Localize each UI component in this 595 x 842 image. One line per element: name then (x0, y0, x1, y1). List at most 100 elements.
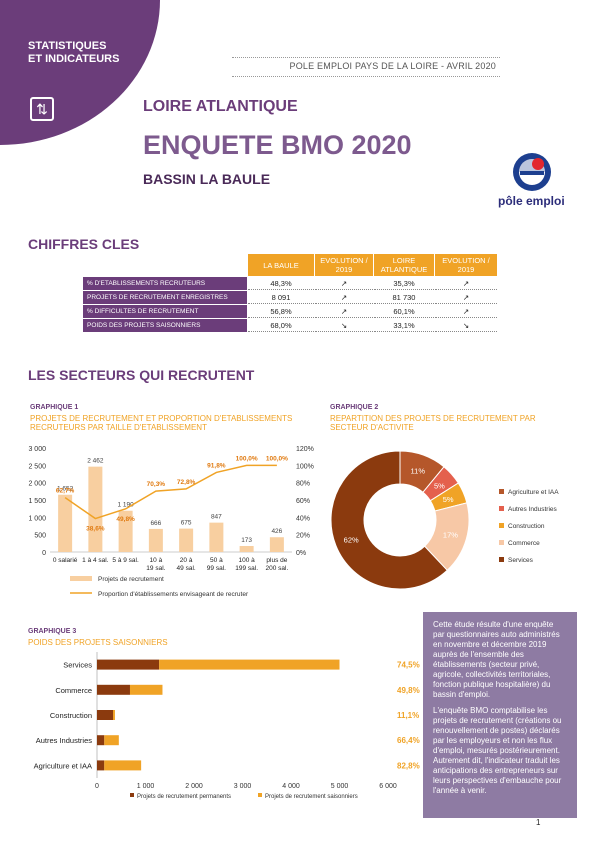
bar-seasonal (129, 684, 163, 695)
source-line: POLE EMPLOI PAYS DE LA LOIRE - AVRIL 202… (289, 61, 496, 71)
y2-tick-label: 0% (296, 550, 306, 557)
graph2-chart: 11% 5% 5% 17% 62% Agriculture et IAA Autres In… (330, 450, 559, 590)
y2-tick-label: 40% (296, 515, 310, 522)
category-label: Agriculture et IAA (34, 761, 92, 770)
y2-tick-label: 20% (296, 533, 310, 540)
graph3-label: GRAPHIQUE 3 (28, 628, 77, 635)
legend-swatch (499, 506, 504, 511)
legend-label-bars: Projets de recrutement (98, 576, 164, 583)
legend-label: Services (508, 557, 534, 564)
y-tick-label: 1 000 (28, 515, 46, 522)
legend-label-line: Proportion d'établissements envisageant … (98, 591, 249, 598)
sectors-title: LES SECTEURS QUI RECRUTENT (28, 367, 255, 383)
evolution-baule: ↗ (315, 277, 373, 290)
x-tick-label: 100 à (238, 557, 255, 564)
y-tick-label: 1 500 (28, 498, 46, 505)
graph1-label: GRAPHIQUE 1 (30, 404, 79, 411)
badge-line-1: STATISTIQUES (28, 40, 107, 52)
info-box: Cette étude résulte d'une enquête par qu… (423, 612, 577, 818)
bar (179, 528, 194, 552)
category-label: Construction (50, 711, 92, 720)
bar-seasonal (113, 710, 115, 720)
pie-slice-label: 5% (443, 495, 454, 504)
pie-slice (330, 450, 448, 590)
value-baule: 56,8% (248, 305, 314, 318)
key-figures-title: CHIFFRES CLES (28, 236, 140, 252)
bar-value-label: 1 652 (57, 486, 74, 493)
legend-label: Agriculture et IAA (508, 489, 559, 496)
value-baule: 8 091 (248, 291, 314, 304)
evolution-loire: ↗ (435, 291, 497, 304)
legend-label-permanent: Projets de recrutement permanents (137, 794, 231, 800)
legend-swatch (499, 557, 504, 562)
bar-value-label: 675 (181, 520, 192, 527)
evolution-loire: ↗ (435, 277, 497, 290)
col-header-baule: LA BAULE (248, 254, 314, 276)
graph1-title-line1: PROJETS DE RECRUTEMENT ET PROPORTION D'E… (30, 414, 293, 423)
bar-permanent (97, 710, 114, 720)
bar (209, 522, 224, 552)
y2-tick-label: 80% (296, 481, 310, 488)
legend-label: Autres Industries (508, 506, 558, 513)
bassin-title: BASSIN LA BAULE (143, 171, 271, 187)
bar-permanent (97, 659, 160, 670)
bar (148, 528, 163, 552)
pole-emploi-logo (513, 153, 551, 191)
bar-seasonal (159, 659, 340, 670)
bar-permanent (97, 760, 105, 771)
bar-value-label: 1 190 (117, 502, 134, 509)
header-badge (0, 0, 160, 145)
y2-tick-label: 60% (296, 498, 310, 505)
pie-slice-label: 5% (434, 481, 445, 490)
col-header-evo2: EVOLUTION / 2019 (435, 254, 497, 276)
x-tick-label: plus de (266, 557, 287, 564)
percent-label: 49,8% (397, 686, 420, 695)
evolution-baule: ↘ (315, 319, 373, 332)
line-value-label: 70,3% (147, 481, 166, 488)
value-baule: 48,3% (248, 277, 314, 290)
bar (118, 510, 133, 552)
badge-title: STATISTIQUES ET INDICATEURS (28, 40, 119, 66)
bar (269, 537, 284, 552)
x-tick-label: 20 à (180, 557, 193, 564)
info-paragraph-2: L'enquête BMO comptabilise les projets d… (433, 706, 562, 795)
refresh-arrows-icon: ⇅ (30, 97, 54, 121)
bar (239, 546, 254, 552)
evolution-baule: ↗ (315, 305, 373, 318)
percent-label: 11,1% (397, 711, 419, 720)
y-tick-label: 3 000 (28, 446, 46, 453)
category-label: Services (63, 661, 92, 670)
percent-label: 66,4% (397, 736, 420, 745)
legend-swatch-seasonal (258, 793, 262, 797)
x-tick-label: 3 000 (234, 783, 252, 790)
col-header-evo1: EVOLUTION / 2019 (315, 254, 373, 276)
line-value-label: 62,7% (56, 488, 75, 495)
pie-slice-label: 62% (344, 535, 359, 544)
value-loire: 60,1% (374, 305, 434, 318)
bar-value-label: 426 (271, 528, 282, 535)
x-tick-label: 49 sal. (177, 565, 196, 572)
legend-swatch (499, 540, 504, 545)
legend-swatch (499, 523, 504, 528)
value-loire: 35,3% (374, 277, 434, 290)
graph2-title-line2: SECTEUR D'ACTIVITE (330, 423, 414, 432)
x-tick-label: 4 000 (282, 783, 300, 790)
y-tick-label: 2 500 (28, 463, 46, 470)
percent-label: 74,5% (397, 661, 420, 670)
table-row: % DIFFICULTES DE RECRUTEMENT 56,8% ↗ 60,1% ↗ (83, 305, 497, 318)
evolution-loire: ↗ (435, 305, 497, 318)
line-value-label: 100,0% (266, 455, 288, 462)
evolution-loire: ↘ (435, 319, 497, 332)
bar-permanent (97, 684, 130, 695)
x-tick-label: 2 000 (185, 783, 203, 790)
graph2-label: GRAPHIQUE 2 (330, 404, 379, 411)
badge-line-2: ET INDICATEURS (28, 53, 120, 65)
page-number: 1 (536, 818, 541, 827)
x-tick-label: 1 000 (137, 783, 155, 790)
value-baule: 68,0% (248, 319, 314, 332)
page-title: ENQUETE BMO 2020 (143, 130, 412, 160)
x-tick-label: 19 sal. (146, 565, 165, 572)
x-tick-label: 5 000 (331, 783, 349, 790)
graph2-title: REPARTITION DES PROJETS DE RECRUTEMENT P… (330, 414, 536, 432)
legend-label-seasonal: Projets de recrutement saisonniers (265, 794, 358, 800)
